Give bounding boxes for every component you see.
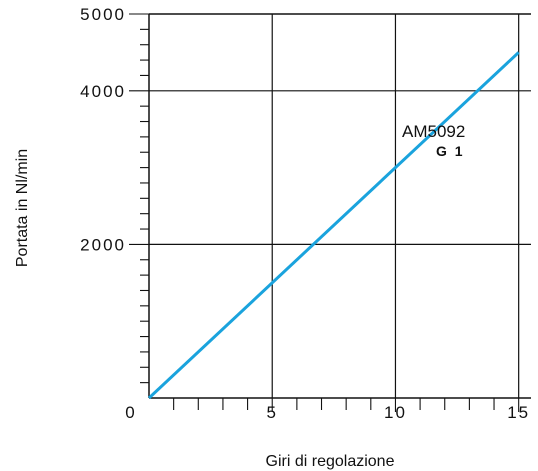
x-tick-label-10: 10 [384,403,407,422]
y-tick-label-5000: 5000 [80,5,126,24]
y-tick-label-4000: 4000 [80,82,126,101]
x-axis-title: Giri di regolazione [266,453,395,470]
y-tick-label-2000: 2000 [80,235,126,254]
series-layer [147,51,520,400]
y-axis-title: Portata in Nl/min [14,149,31,267]
x-tick-label-5: 5 [266,403,277,422]
minor-ticks [129,13,520,412]
x-tick-label-15: 15 [507,403,530,422]
model-label: G 1 [436,143,465,159]
series-label: AM5092 [402,122,465,141]
x-tick-label-0: 0 [125,403,136,422]
series-line-0 [147,51,520,400]
tick-labels: 0 5 10 15 2000 4000 5000 [80,5,530,422]
grid [149,14,531,398]
axes [148,13,531,399]
